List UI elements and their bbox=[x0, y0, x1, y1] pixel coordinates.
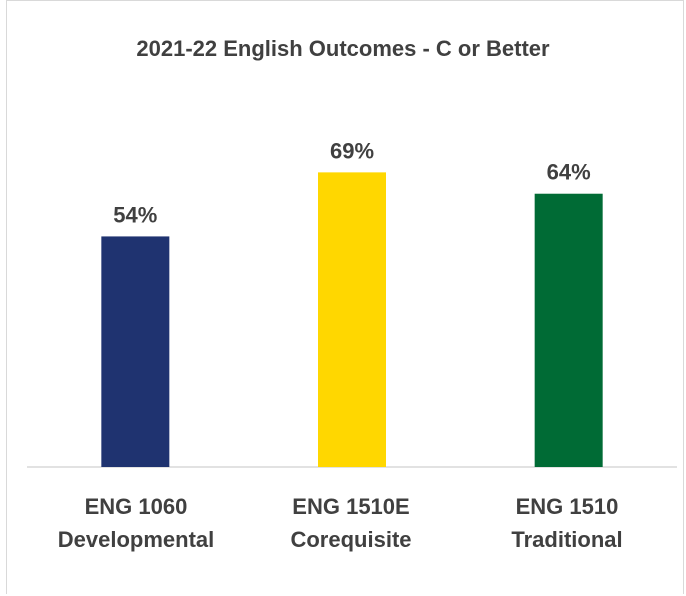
x-tick-label-line2: Corequisite bbox=[290, 527, 412, 552]
bar bbox=[534, 193, 603, 467]
chart-title: 2021-22 English Outcomes - C or Better bbox=[136, 36, 550, 61]
x-tick-label-line1: ENG 1510E bbox=[292, 494, 410, 519]
x-tick-label-line1: ENG 1510 bbox=[515, 494, 619, 519]
bar bbox=[318, 172, 386, 467]
x-tick-label: ENG 1510E Corequisite bbox=[251, 490, 451, 556]
data-label: 54% bbox=[113, 202, 157, 227]
x-tick-label: ENG 1060 Developmental bbox=[36, 490, 236, 556]
x-tick-label-line2: Traditional bbox=[511, 527, 623, 552]
chart-frame bbox=[6, 0, 684, 594]
x-tick-label-line1: ENG 1060 bbox=[84, 494, 188, 519]
data-label: 69% bbox=[330, 138, 374, 163]
data-label: 64% bbox=[547, 160, 591, 185]
x-tick-label-line2: Developmental bbox=[57, 527, 215, 552]
bar bbox=[101, 236, 170, 467]
x-tick-label: ENG 1510 Traditional bbox=[467, 490, 667, 556]
